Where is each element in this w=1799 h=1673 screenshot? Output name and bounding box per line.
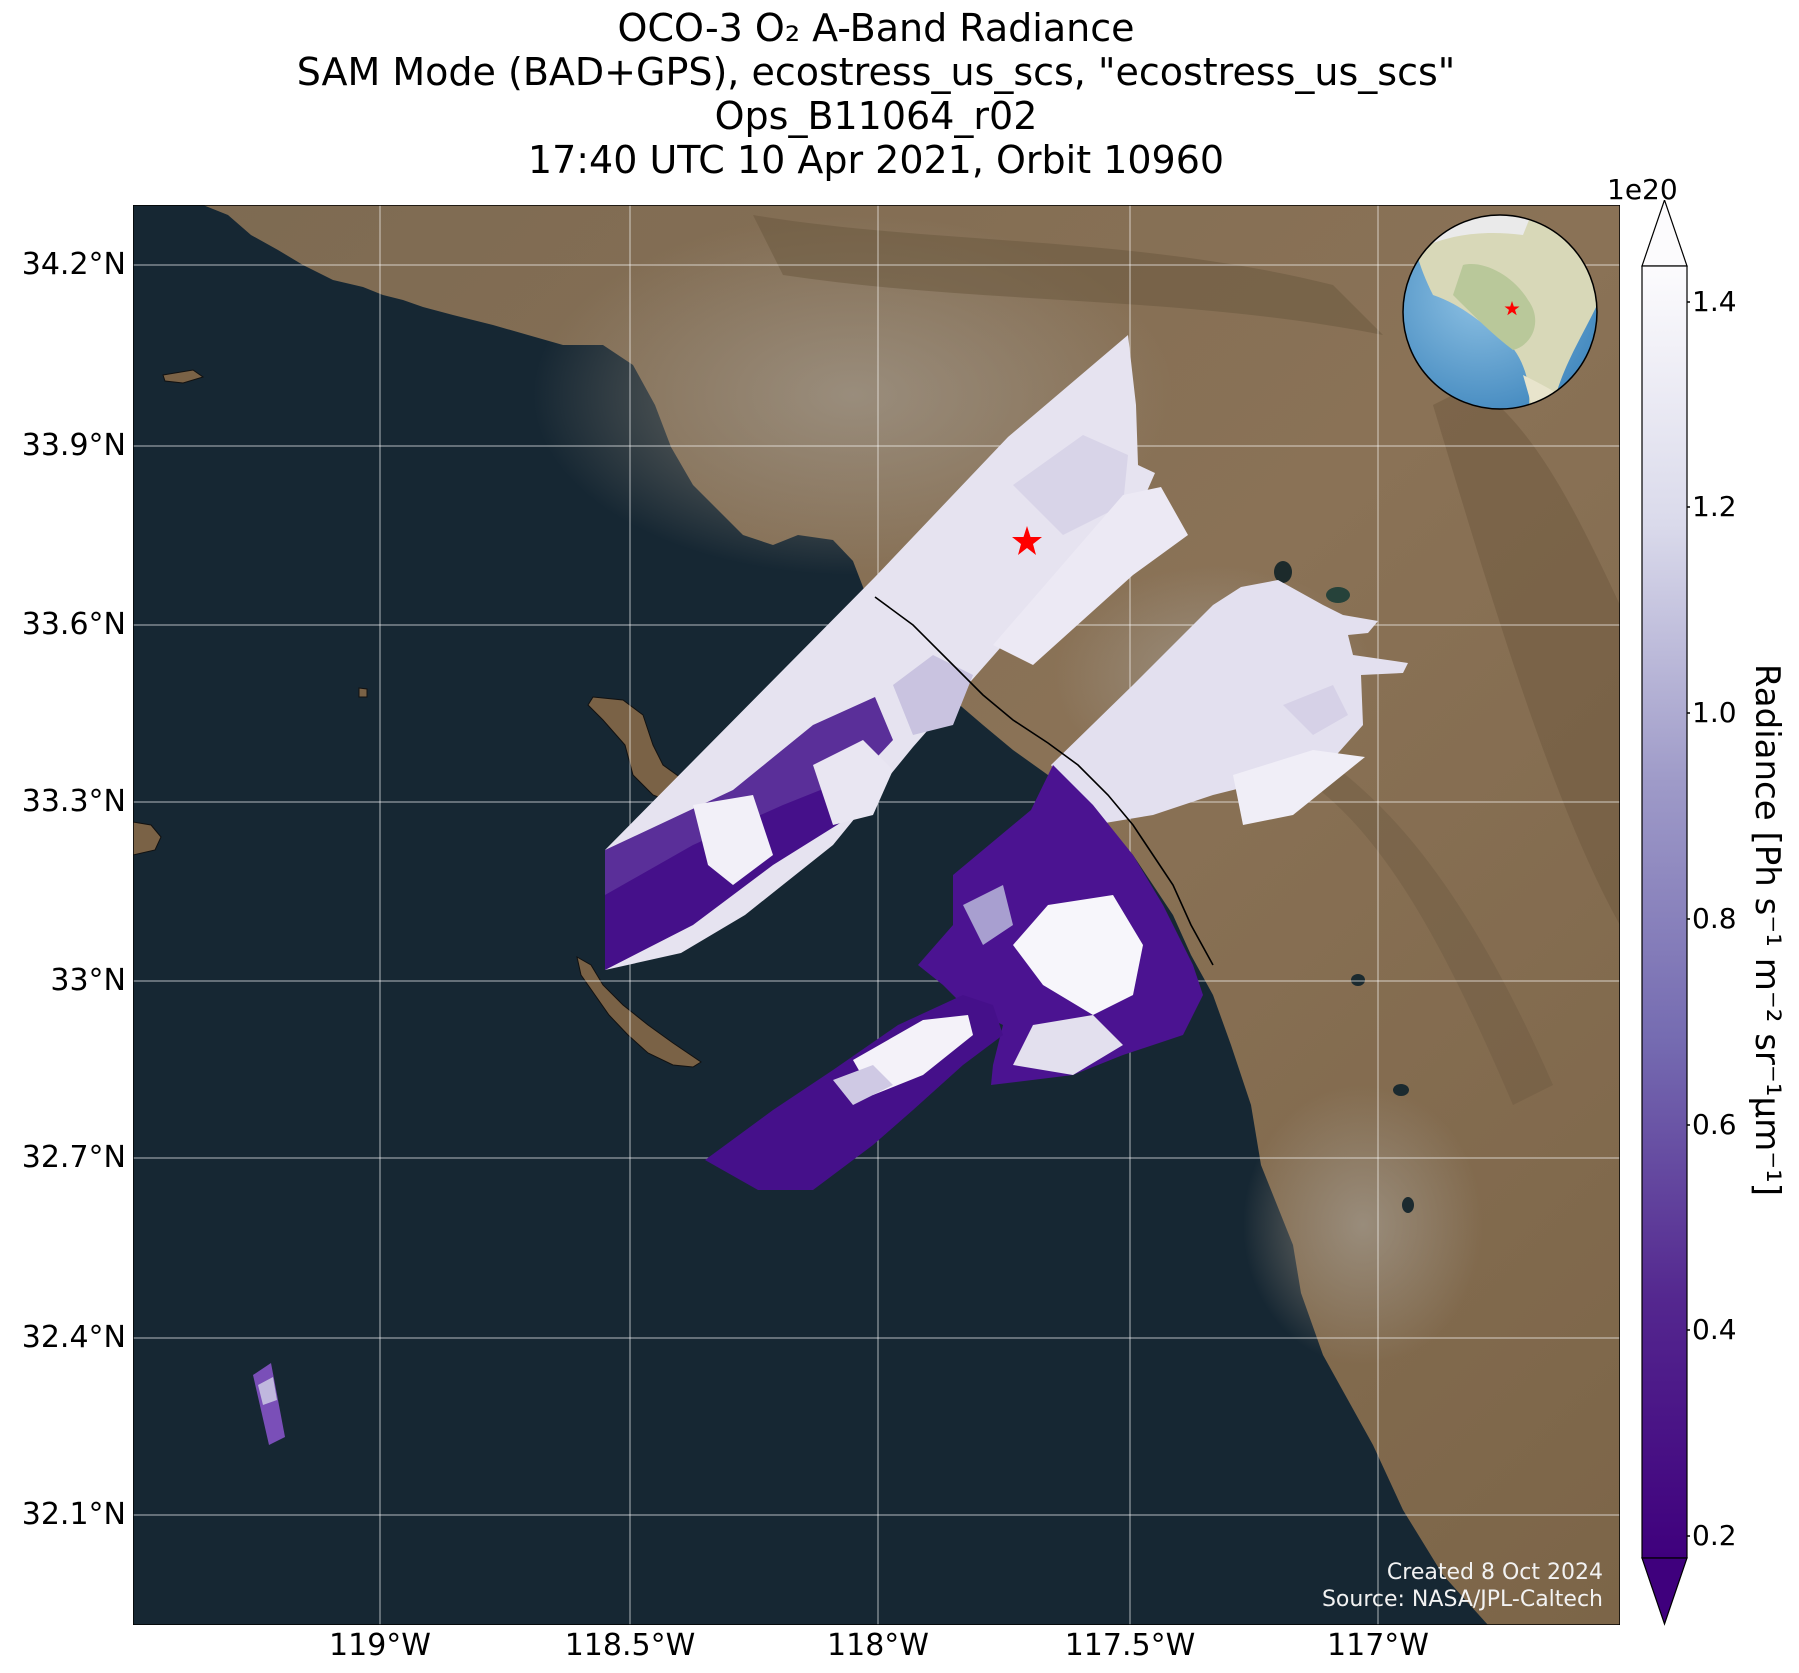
lon-label: 119°W xyxy=(329,1628,431,1663)
colorbar-tick: 1.0 xyxy=(1692,696,1737,729)
credits: Created 8 Oct 2024 Source: NASA/JPL-Calt… xyxy=(1322,1559,1603,1613)
lat-label: 32.7°N xyxy=(21,1140,126,1175)
santa-barbara-island xyxy=(358,687,368,698)
san-clemente-island xyxy=(576,956,702,1068)
lat-label: 33.3°N xyxy=(21,784,126,819)
radiance-swaths xyxy=(253,335,1408,1445)
colorbar-tick: 1.2 xyxy=(1692,490,1737,523)
colorbar-extend-bottom xyxy=(1641,1557,1688,1626)
credits-source: Source: NASA/JPL-Caltech xyxy=(1321,1587,1603,1612)
colorbar-tick: 0.8 xyxy=(1692,902,1737,935)
mainland xyxy=(133,205,1620,1625)
lat-label: 33°N xyxy=(50,963,126,998)
colorbar xyxy=(1641,200,1690,1626)
santa-cruz-island-tip xyxy=(133,821,162,856)
colorbar-tick: 0.4 xyxy=(1692,1313,1737,1346)
colorbar-exponent: 1e20 xyxy=(1607,173,1678,206)
lat-label: 33.6°N xyxy=(21,607,126,642)
target-star xyxy=(1012,526,1042,555)
credits-created: Created 8 Oct 2024 xyxy=(1386,1560,1603,1585)
title-line-2: SAM Mode (BAD+GPS), ecostress_us_scs, "e… xyxy=(296,50,1456,94)
colorbar-tick: 0.2 xyxy=(1692,1519,1737,1552)
coastline xyxy=(874,596,1214,966)
lon-label: 118.5°W xyxy=(564,1628,696,1663)
lon-label: 117.5°W xyxy=(1064,1628,1196,1663)
lat-label: 34.2°N xyxy=(21,247,126,282)
lat-label: 32.1°N xyxy=(21,1497,126,1532)
lat-label: 32.4°N xyxy=(21,1320,126,1355)
lat-label: 33.9°N xyxy=(21,428,126,463)
inset-globe xyxy=(1402,214,1598,410)
colorbar-label: Radiance [Ph s⁻¹ m⁻² sr⁻¹μm⁻¹] xyxy=(1747,663,1787,1197)
colorbar-tick: 0.6 xyxy=(1692,1108,1737,1141)
title-line-4: 17:40 UTC 10 Apr 2021, Orbit 10960 xyxy=(527,138,1225,182)
lon-label: 118°W xyxy=(827,1628,929,1663)
lon-label: 117°W xyxy=(1327,1628,1429,1663)
colorbar-tick: 1.4 xyxy=(1692,285,1737,318)
title-line-1: OCO-3 O₂ A-Band Radiance xyxy=(617,6,1135,50)
title-line-3: Ops_B11064_r02 xyxy=(714,94,1038,138)
anacapa-island xyxy=(162,369,205,384)
globe-target-star xyxy=(1504,301,1520,316)
map-panel xyxy=(133,205,1620,1625)
colorbar-extend-top xyxy=(1641,200,1688,267)
figure-title: OCO-3 O₂ A-Band Radiance SAM Mode (BAD+G… xyxy=(133,6,1619,182)
colorbar-body xyxy=(1641,265,1688,1559)
